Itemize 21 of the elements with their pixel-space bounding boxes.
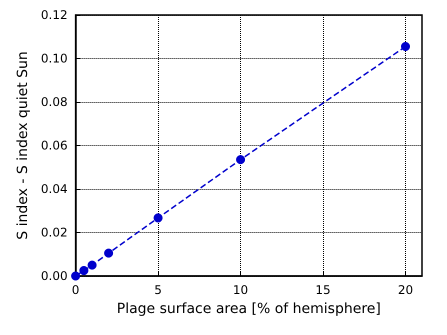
- point: [104, 248, 114, 258]
- y-tick-label: 0.06: [40, 138, 68, 152]
- x-tick-label: 15: [315, 283, 331, 297]
- x-tick-label: 5: [154, 283, 162, 297]
- y-tick-label: 0.04: [40, 182, 68, 196]
- point: [154, 213, 163, 222]
- y-tick-label: 0.10: [40, 52, 68, 66]
- point: [71, 272, 80, 280]
- point: [79, 266, 88, 276]
- x-axis-title: Plage surface area [% of hemisphere]: [116, 301, 381, 317]
- y-tick-label: 0.00: [40, 269, 68, 283]
- y-tick-label: 0.08: [40, 95, 68, 109]
- x-tick-label: 10: [232, 283, 248, 297]
- point: [401, 42, 410, 52]
- x-tick-label: 0: [72, 283, 80, 297]
- point: [236, 155, 246, 164]
- x-tick-label: 20: [398, 283, 414, 297]
- y-axis-title: S index - S index quiet Sun: [15, 51, 31, 240]
- y-tick-label: 0.12: [40, 8, 68, 22]
- y-tick-label: 0.02: [40, 226, 68, 240]
- point: [88, 260, 97, 270]
